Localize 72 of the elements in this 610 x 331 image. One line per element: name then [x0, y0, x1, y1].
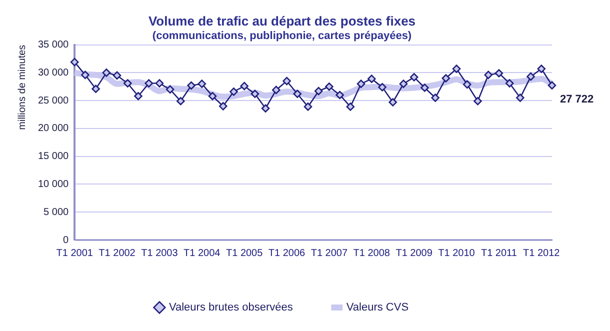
point	[314, 86, 323, 96]
point	[431, 94, 440, 102]
point	[81, 70, 90, 80]
point	[144, 79, 153, 88]
point	[494, 69, 504, 78]
y-tick-label: 5 000	[44, 206, 70, 218]
y-tick-label: 20 000	[38, 123, 70, 134]
x-tick-label: T1 2002	[98, 248, 136, 259]
point	[293, 90, 302, 98]
point	[442, 74, 450, 82]
y-tick-label: 30 000	[38, 67, 70, 78]
point	[112, 71, 122, 80]
x-tick-label: T1 2001	[56, 248, 94, 259]
y-tick-label: 10 000	[38, 178, 70, 190]
point	[208, 92, 217, 100]
point	[474, 96, 482, 106]
point	[155, 79, 164, 88]
point	[484, 70, 492, 80]
y-tick-label: 25 000	[38, 95, 70, 106]
point	[537, 64, 546, 73]
point	[250, 90, 260, 98]
x-tick-label: T1 2011	[480, 248, 518, 259]
point	[462, 80, 472, 89]
point	[218, 102, 228, 110]
x-tick-label: T1 2009	[396, 248, 433, 259]
y-axis-title: millions de minutes	[16, 44, 28, 130]
point	[272, 86, 280, 94]
point	[198, 80, 206, 88]
chart-title: Volume de trafic au départ des postes fixes	[148, 13, 416, 28]
x-tick-label: T1 2006	[268, 248, 306, 259]
point	[304, 102, 312, 111]
point	[399, 80, 408, 88]
x-tick-label: T1 2005	[226, 248, 264, 259]
y-tick-label: 0	[63, 234, 70, 246]
point	[92, 84, 100, 94]
point	[388, 98, 398, 106]
point	[505, 79, 514, 88]
point	[367, 74, 376, 83]
y-tick-label: 35 000	[38, 40, 70, 51]
legend-label: Valeurs CVS	[346, 302, 409, 314]
x-tick-label: T1 2004	[184, 248, 221, 259]
point	[187, 81, 196, 90]
x-tick-label: T1 2007	[310, 248, 348, 259]
point	[325, 82, 334, 91]
point	[282, 76, 291, 86]
point	[261, 104, 270, 113]
data-label: 27 722	[560, 93, 594, 106]
legend-label: Valeurs brutes observées	[168, 302, 294, 314]
chart-subtitle: (communications, publiphonie, cartes prépayées)	[152, 30, 412, 42]
point	[420, 84, 429, 92]
point	[176, 96, 185, 106]
x-tick-label: T1 2010	[438, 248, 476, 259]
point	[70, 58, 79, 66]
y-tick-label: 15 000	[38, 151, 70, 162]
point	[378, 83, 386, 92]
point	[336, 90, 344, 100]
point	[526, 72, 535, 81]
point	[346, 102, 355, 111]
point	[123, 79, 132, 88]
x-tick-label: T1 2012	[523, 248, 560, 259]
point	[102, 68, 111, 77]
point	[410, 72, 418, 82]
point	[134, 92, 142, 100]
point	[240, 82, 248, 90]
point	[230, 88, 238, 96]
point	[516, 94, 524, 102]
point	[452, 64, 461, 73]
point	[356, 80, 366, 88]
point	[166, 85, 174, 94]
x-tick-label: T1 2008	[353, 248, 390, 259]
x-tick-label: T1 2003	[141, 248, 178, 259]
point	[548, 81, 556, 90]
